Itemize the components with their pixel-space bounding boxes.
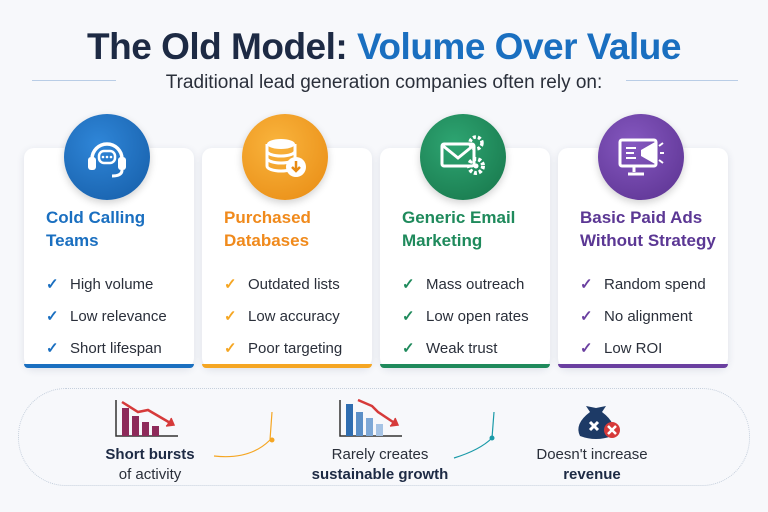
check-icon: ✓: [224, 276, 237, 293]
declining-bar-chart-icon: [114, 398, 186, 443]
summary-band: [18, 388, 750, 486]
card-title: Generic Email Marketing: [402, 206, 552, 252]
card-accent-bar: [202, 364, 372, 368]
card-title-line1: Cold Calling: [46, 208, 146, 227]
check-icon: ✓: [580, 340, 593, 357]
card-title-line2: Marketing: [402, 231, 483, 250]
list-item: ✓ Low open rates: [402, 307, 529, 326]
check-icon: ✓: [402, 276, 415, 293]
summary-rarely-creates: Rarely creates sustainable growth: [311, 446, 449, 483]
card-accent-bar: [24, 364, 194, 368]
list-item: ✓ No alignment: [580, 307, 693, 326]
list-item: ✓ Mass outreach: [402, 275, 525, 294]
card-title: Basic Paid Ads Without Strategy: [580, 206, 730, 252]
check-icon: ✓: [224, 308, 237, 325]
card-checklist: ✓ High volume ✓ Low relevance ✓ Short lifes…: [46, 268, 167, 364]
title-part-dark: The Old Model:: [87, 26, 348, 67]
card-title-line1: Basic Paid Ads: [580, 208, 703, 227]
email-gears-icon: [420, 114, 506, 200]
list-item: ✓ Short lifespan: [46, 339, 162, 358]
check-icon: ✓: [224, 340, 237, 357]
card-title-line2: Teams: [46, 231, 99, 250]
list-item: ✓ Low accuracy: [224, 307, 340, 326]
money-bag-x-icon: [570, 396, 624, 447]
page-title: The Old Model: Volume Over Value: [0, 26, 768, 68]
card-accent-bar: [380, 364, 550, 368]
check-icon: ✓: [580, 308, 593, 325]
subtitle-divider-left: [32, 80, 116, 81]
card-title: Purchased Databases: [224, 206, 374, 252]
list-item: ✓ Random spend: [580, 275, 706, 294]
summary-doesnt-increase: Doesn't increase revenue: [536, 446, 648, 483]
card-title-line2: Databases: [224, 231, 310, 250]
card-title-line1: Purchased: [224, 208, 311, 227]
card-title-line2: Without Strategy: [580, 231, 716, 250]
check-icon: ✓: [402, 340, 415, 357]
check-icon: ✓: [402, 308, 415, 325]
list-item: ✓ Weak trust: [402, 339, 498, 358]
headset-icon: [64, 114, 150, 200]
subtitle-divider-right: [626, 80, 738, 81]
title-part-highlight: Volume Over Value: [357, 26, 681, 67]
check-icon: ✓: [46, 308, 59, 325]
check-icon: ✓: [46, 340, 59, 357]
declining-bar-chart-icon: [338, 398, 410, 443]
list-item: ✓ Poor targeting: [224, 339, 343, 358]
card-checklist: ✓ Outdated lists ✓ Low accuracy ✓ Poor targ…: [224, 268, 342, 364]
card-cold-calling: Cold Calling Teams ✓ High volume ✓ Low rel…: [24, 148, 194, 368]
check-icon: ✓: [46, 276, 59, 293]
card-title-line1: Generic Email: [402, 208, 516, 227]
list-item: ✓ High volume: [46, 275, 154, 294]
megaphone-monitor-icon: [598, 114, 684, 200]
card-checklist: ✓ Mass outreach ✓ Low open rates ✓ Weak tru…: [402, 268, 529, 364]
card-accent-bar: [558, 364, 728, 368]
summary-short-bursts: Short bursts of activity: [105, 446, 195, 483]
check-icon: ✓: [580, 276, 593, 293]
list-item: ✓ Low ROI: [580, 339, 663, 358]
card-title: Cold Calling Teams: [46, 206, 196, 252]
subtitle: Traditional lead generation companies of…: [165, 72, 603, 93]
list-item: ✓ Outdated lists: [224, 275, 340, 294]
card-checklist: ✓ Random spend ✓ No alignment ✓ Low ROI: [580, 268, 706, 364]
list-item: ✓ Low relevance: [46, 307, 167, 326]
database-download-icon: [242, 114, 328, 200]
